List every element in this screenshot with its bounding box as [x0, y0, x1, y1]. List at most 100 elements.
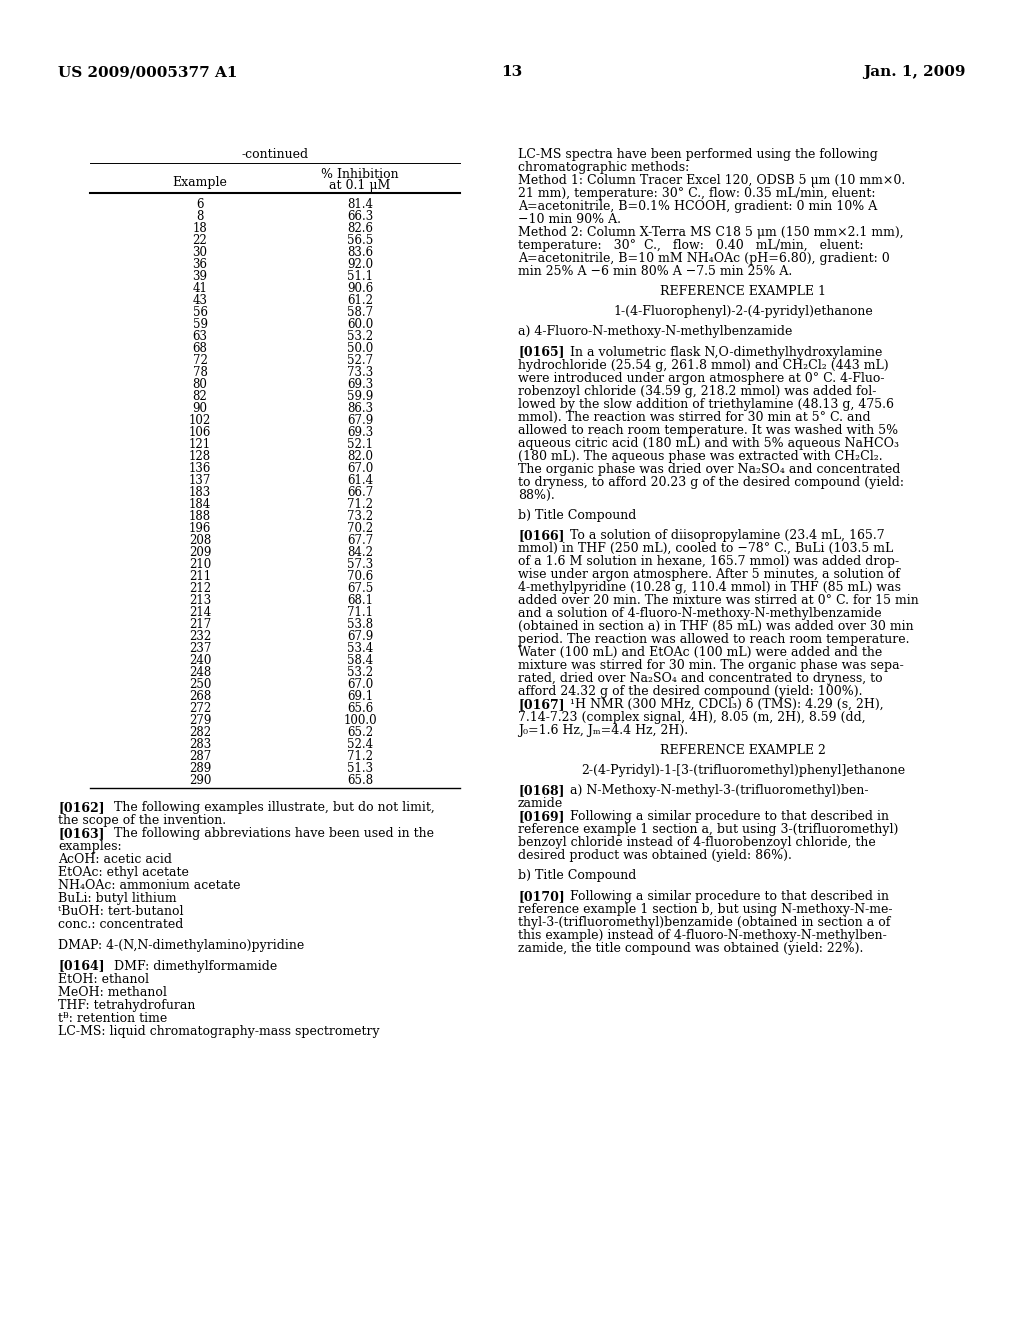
Text: 213: 213: [188, 594, 211, 607]
Text: 65.6: 65.6: [347, 702, 373, 715]
Text: 50.0: 50.0: [347, 342, 373, 355]
Text: [0164]: [0164]: [58, 960, 104, 973]
Text: 57.3: 57.3: [347, 558, 373, 572]
Text: 30: 30: [193, 246, 208, 259]
Text: 248: 248: [188, 667, 211, 678]
Text: reference example 1 section b, but using N-methoxy-N-me-: reference example 1 section b, but using…: [518, 903, 893, 916]
Text: 287: 287: [188, 750, 211, 763]
Text: [0165]: [0165]: [518, 346, 564, 359]
Text: 8: 8: [197, 210, 204, 223]
Text: 63: 63: [193, 330, 208, 343]
Text: 56: 56: [193, 306, 208, 319]
Text: [0168]: [0168]: [518, 784, 564, 797]
Text: 106: 106: [188, 426, 211, 440]
Text: 73.2: 73.2: [347, 510, 373, 523]
Text: 66.3: 66.3: [347, 210, 373, 223]
Text: 290: 290: [188, 774, 211, 787]
Text: 51.1: 51.1: [347, 271, 373, 282]
Text: 70.6: 70.6: [347, 570, 373, 583]
Text: 58.7: 58.7: [347, 306, 373, 319]
Text: LC-MS: liquid chromatography-mass spectrometry: LC-MS: liquid chromatography-mass spectr…: [58, 1024, 380, 1038]
Text: 67.9: 67.9: [347, 414, 373, 426]
Text: 208: 208: [188, 535, 211, 546]
Text: 58.4: 58.4: [347, 653, 373, 667]
Text: DMAP: 4-(N,N-dimethylamino)pyridine: DMAP: 4-(N,N-dimethylamino)pyridine: [58, 939, 304, 952]
Text: to dryness, to afford 20.23 g of the desired compound (yield:: to dryness, to afford 20.23 g of the des…: [518, 475, 904, 488]
Text: this example) instead of 4-fluoro-N-methoxy-N-methylben-: this example) instead of 4-fluoro-N-meth…: [518, 929, 887, 941]
Text: 100.0: 100.0: [343, 714, 377, 727]
Text: period. The reaction was allowed to reach room temperature.: period. The reaction was allowed to reac…: [518, 632, 909, 645]
Text: 217: 217: [188, 618, 211, 631]
Text: reference example 1 section a, but using 3-(trifluoromethyl): reference example 1 section a, but using…: [518, 824, 898, 837]
Text: REFERENCE EXAMPLE 2: REFERENCE EXAMPLE 2: [660, 744, 826, 758]
Text: 56.5: 56.5: [347, 234, 373, 247]
Text: 289: 289: [188, 762, 211, 775]
Text: 209: 209: [188, 546, 211, 558]
Text: % Inhibition: % Inhibition: [322, 168, 398, 181]
Text: AcOH: acetic acid: AcOH: acetic acid: [58, 853, 172, 866]
Text: 59.9: 59.9: [347, 389, 373, 403]
Text: 7.14-7.23 (complex signal, 4H), 8.05 (m, 2H), 8.59 (dd,: 7.14-7.23 (complex signal, 4H), 8.05 (m,…: [518, 711, 865, 723]
Text: Method 2: Column X-Terra MS C18 5 μm (150 mm×2.1 mm),: Method 2: Column X-Terra MS C18 5 μm (15…: [518, 226, 903, 239]
Text: conc.: concentrated: conc.: concentrated: [58, 917, 183, 931]
Text: zamide: zamide: [518, 797, 563, 810]
Text: 196: 196: [188, 521, 211, 535]
Text: 61.4: 61.4: [347, 474, 373, 487]
Text: 65.2: 65.2: [347, 726, 373, 739]
Text: [0162]: [0162]: [58, 801, 104, 814]
Text: 39: 39: [193, 271, 208, 282]
Text: THF: tetrahydrofuran: THF: tetrahydrofuran: [58, 999, 196, 1011]
Text: 53.4: 53.4: [347, 642, 373, 655]
Text: mmol). The reaction was stirred for 30 min at 5° C. and: mmol). The reaction was stirred for 30 m…: [518, 411, 870, 424]
Text: 53.2: 53.2: [347, 330, 373, 343]
Text: 6: 6: [197, 198, 204, 211]
Text: 121: 121: [189, 438, 211, 451]
Text: 102: 102: [188, 414, 211, 426]
Text: 183: 183: [188, 486, 211, 499]
Text: chromatographic methods:: chromatographic methods:: [518, 161, 689, 174]
Text: 83.6: 83.6: [347, 246, 373, 259]
Text: 72: 72: [193, 354, 208, 367]
Text: 52.1: 52.1: [347, 438, 373, 451]
Text: 65.8: 65.8: [347, 774, 373, 787]
Text: b) Title Compound: b) Title Compound: [518, 508, 636, 521]
Text: lowed by the slow addition of triethylamine (48.13 g, 475.6: lowed by the slow addition of triethylam…: [518, 397, 894, 411]
Text: NH₄OAc: ammonium acetate: NH₄OAc: ammonium acetate: [58, 879, 241, 892]
Text: Following a similar procedure to that described in: Following a similar procedure to that de…: [558, 890, 889, 903]
Text: 92.0: 92.0: [347, 257, 373, 271]
Text: −10 min 90% A.: −10 min 90% A.: [518, 213, 621, 226]
Text: at 0.1 μM: at 0.1 μM: [330, 180, 391, 191]
Text: 250: 250: [188, 678, 211, 690]
Text: a) 4-Fluoro-N-methoxy-N-methylbenzamide: a) 4-Fluoro-N-methoxy-N-methylbenzamide: [518, 326, 793, 338]
Text: 61.2: 61.2: [347, 294, 373, 308]
Text: mixture was stirred for 30 min. The organic phase was sepa-: mixture was stirred for 30 min. The orga…: [518, 659, 904, 672]
Text: ¹H NMR (300 MHz, CDCl₃) δ (TMS): 4.29 (s, 2H),: ¹H NMR (300 MHz, CDCl₃) δ (TMS): 4.29 (s…: [558, 698, 884, 711]
Text: The organic phase was dried over Na₂SO₄ and concentrated: The organic phase was dried over Na₂SO₄ …: [518, 462, 900, 475]
Text: 82.6: 82.6: [347, 222, 373, 235]
Text: The following abbreviations have been used in the: The following abbreviations have been us…: [98, 828, 434, 840]
Text: rated, dried over Na₂SO₄ and concentrated to dryness, to: rated, dried over Na₂SO₄ and concentrate…: [518, 672, 883, 685]
Text: REFERENCE EXAMPLE 1: REFERENCE EXAMPLE 1: [660, 285, 826, 298]
Text: Example: Example: [173, 176, 227, 189]
Text: temperature:   30°  C.,   flow:   0.40   mL/min,   eluent:: temperature: 30° C., flow: 0.40 mL/min, …: [518, 239, 863, 252]
Text: [0163]: [0163]: [58, 828, 104, 840]
Text: US 2009/0005377 A1: US 2009/0005377 A1: [58, 65, 238, 79]
Text: J₀=1.6 Hz, Jₘ=4.4 Hz, 2H).: J₀=1.6 Hz, Jₘ=4.4 Hz, 2H).: [518, 723, 688, 737]
Text: 283: 283: [188, 738, 211, 751]
Text: 18: 18: [193, 222, 208, 235]
Text: 90: 90: [193, 403, 208, 414]
Text: 2-(4-Pyridyl)-1-[3-(trifluoromethyl)phenyl]ethanone: 2-(4-Pyridyl)-1-[3-(trifluoromethyl)phen…: [581, 764, 905, 777]
Text: 67.0: 67.0: [347, 462, 373, 475]
Text: -continued: -continued: [242, 148, 308, 161]
Text: 52.4: 52.4: [347, 738, 373, 751]
Text: 71.2: 71.2: [347, 498, 373, 511]
Text: were introduced under argon atmosphere at 0° C. 4-Fluo-: were introduced under argon atmosphere a…: [518, 372, 885, 384]
Text: 66.7: 66.7: [347, 486, 373, 499]
Text: 88%).: 88%).: [518, 488, 555, 502]
Text: (180 mL). The aqueous phase was extracted with CH₂Cl₂.: (180 mL). The aqueous phase was extracte…: [518, 450, 883, 462]
Text: To a solution of diisopropylamine (23.4 mL, 165.7: To a solution of diisopropylamine (23.4 …: [558, 529, 885, 543]
Text: 282: 282: [189, 726, 211, 739]
Text: 4-methylpyridine (10.28 g, 110.4 mmol) in THF (85 mL) was: 4-methylpyridine (10.28 g, 110.4 mmol) i…: [518, 581, 901, 594]
Text: 67.7: 67.7: [347, 535, 373, 546]
Text: BuLi: butyl lithium: BuLi: butyl lithium: [58, 892, 176, 906]
